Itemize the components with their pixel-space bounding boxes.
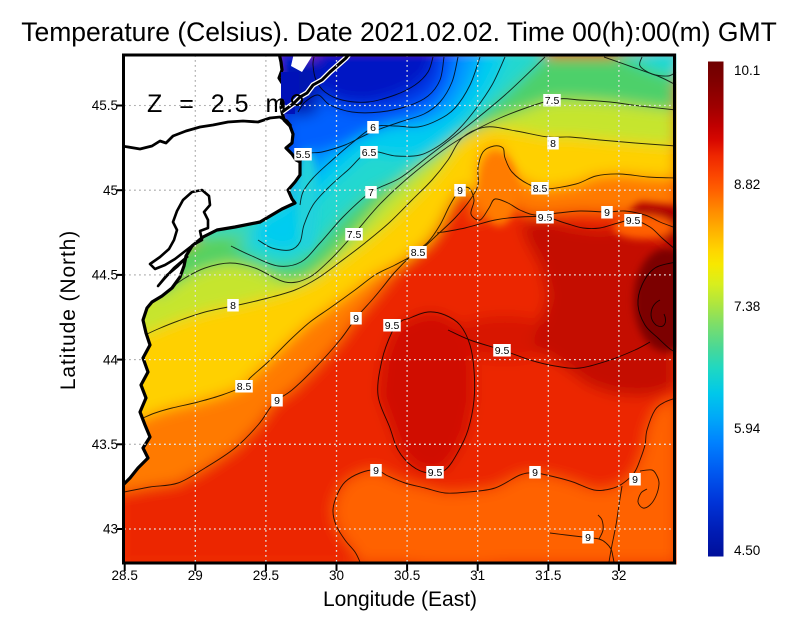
svg-text:6.5: 6.5 <box>362 147 377 159</box>
svg-text:8: 8 <box>550 138 556 150</box>
svg-text:30.5: 30.5 <box>394 568 420 583</box>
svg-text:Z = 2.5 m: Z = 2.5 m <box>147 90 288 118</box>
svg-text:28.5: 28.5 <box>112 568 138 583</box>
svg-text:45: 45 <box>103 183 118 198</box>
svg-text:8.82: 8.82 <box>734 177 760 192</box>
svg-text:31.5: 31.5 <box>535 568 561 583</box>
svg-text:7.5: 7.5 <box>347 229 362 241</box>
svg-text:9.5: 9.5 <box>495 345 510 357</box>
svg-text:9.5: 9.5 <box>626 215 641 227</box>
svg-text:8: 8 <box>230 300 236 312</box>
svg-text:6: 6 <box>370 122 376 134</box>
svg-text:9: 9 <box>274 395 280 407</box>
svg-text:5.94: 5.94 <box>734 421 761 436</box>
svg-text:29: 29 <box>188 568 203 583</box>
svg-text:45.5: 45.5 <box>92 98 118 113</box>
svg-text:9: 9 <box>353 313 359 325</box>
svg-text:4.50: 4.50 <box>734 543 760 558</box>
svg-text:9.5: 9.5 <box>385 320 400 332</box>
svg-text:32: 32 <box>611 568 626 583</box>
svg-text:5.5: 5.5 <box>296 149 311 161</box>
svg-text:7.38: 7.38 <box>734 299 760 314</box>
svg-text:31: 31 <box>470 568 485 583</box>
svg-text:44: 44 <box>103 352 119 367</box>
svg-text:9: 9 <box>532 467 538 479</box>
svg-text:Longitude (East): Longitude (East) <box>323 588 477 611</box>
svg-text:29.5: 29.5 <box>253 568 279 583</box>
svg-text:30: 30 <box>329 568 344 583</box>
svg-text:8.5: 8.5 <box>411 247 426 259</box>
svg-text:8.5: 8.5 <box>533 183 548 195</box>
svg-text:44.5: 44.5 <box>92 268 118 283</box>
svg-text:43.5: 43.5 <box>92 437 118 452</box>
svg-text:10.1: 10.1 <box>734 63 760 78</box>
svg-text:9.5: 9.5 <box>538 212 553 224</box>
svg-text:43: 43 <box>103 522 118 537</box>
svg-text:9: 9 <box>373 465 379 477</box>
svg-text:Latitude (North): Latitude (North) <box>57 230 80 390</box>
svg-text:8.5: 8.5 <box>237 381 252 393</box>
svg-text:7.5: 7.5 <box>545 95 560 107</box>
svg-text:Temperature (Celsius). Date 20: Temperature (Celsius). Date 2021.02.02. … <box>21 17 777 47</box>
svg-text:9: 9 <box>604 207 610 219</box>
svg-text:9: 9 <box>585 532 591 544</box>
svg-text:9: 9 <box>632 474 638 486</box>
svg-text:7: 7 <box>368 187 374 199</box>
svg-text:9.5: 9.5 <box>428 467 443 479</box>
